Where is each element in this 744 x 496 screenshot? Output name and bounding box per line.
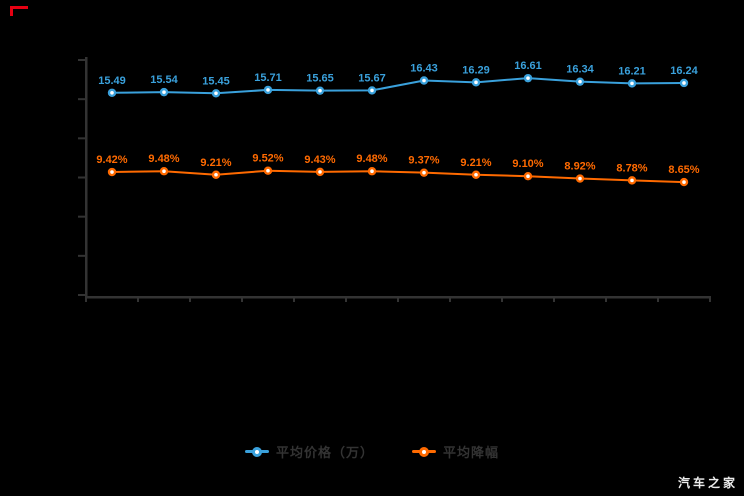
y-tick	[78, 294, 86, 296]
autohome-watermark: 汽车之家	[677, 476, 738, 490]
x-tick	[345, 297, 347, 302]
data-point-label: 16.43	[410, 62, 438, 74]
data-point-label: 9.48%	[356, 153, 387, 165]
blue-line-marker-icon	[244, 445, 269, 459]
data-point-label: 15.49	[98, 75, 126, 87]
x-tick	[241, 297, 243, 302]
data-point-label: 15.67	[358, 72, 386, 84]
y-tick	[78, 137, 86, 140]
data-point-label: 16.21	[618, 65, 646, 77]
x-tick	[293, 297, 295, 302]
x-tick	[501, 297, 503, 302]
orange-line-marker-icon	[412, 445, 436, 459]
legend-label-average-discount: 平均降幅	[443, 445, 500, 460]
data-point-label: 9.37%	[408, 155, 439, 167]
data-point-label: 9.43%	[304, 154, 335, 166]
data-point-label: 8.78%	[616, 162, 647, 174]
data-point-label: 15.45	[202, 75, 230, 87]
data-point-label: 16.24	[670, 65, 698, 77]
x-tick	[657, 297, 659, 302]
line-chart: 15.49 15.54 15.45 15.71 15.65 15.67 16.43 16.29…	[78, 57, 711, 302]
data-point-label: 9.48%	[148, 153, 179, 165]
axes	[78, 57, 711, 302]
x-tick	[709, 297, 711, 302]
data-point-label: 15.71	[254, 72, 282, 84]
data-point-label: 16.61	[514, 60, 542, 72]
data-point-label: 16.34	[566, 64, 594, 76]
data-point-label: 16.29	[462, 64, 490, 76]
x-tick	[85, 297, 87, 302]
data-point-label: 15.54	[150, 74, 178, 86]
legend-label-average-price: 平均价格（万）	[275, 445, 374, 460]
legend: 平均价格（万） 平均降幅	[0, 442, 744, 461]
data-point-label: 9.52%	[252, 153, 283, 165]
x-tick	[605, 297, 607, 302]
data-point-label: 15.65	[306, 73, 334, 85]
y-tick	[78, 59, 86, 61]
data-point-label: 9.42%	[96, 154, 127, 166]
series-average-price: 15.49 15.54 15.45 15.71 15.65 15.67 16.43 16.29…	[98, 60, 699, 98]
red-corner-mark	[10, 6, 28, 16]
y-tick	[78, 176, 86, 179]
data-point-label: 9.21%	[200, 157, 231, 169]
x-tick	[553, 297, 555, 302]
y-tick	[78, 98, 86, 101]
x-tick	[189, 297, 191, 302]
x-tick	[397, 297, 399, 302]
data-point-label: 8.65%	[668, 164, 699, 176]
legend-item-average-discount[interactable]: 平均降幅	[412, 442, 499, 461]
x-tick	[449, 297, 451, 302]
data-point-label: 8.92%	[564, 161, 595, 173]
x-tick	[137, 297, 139, 302]
data-point-label: 9.21%	[460, 157, 491, 169]
data-point-label: 9.10%	[512, 158, 543, 170]
legend-item-average-price[interactable]: 平均价格（万）	[244, 442, 374, 461]
y-tick	[78, 215, 86, 218]
series-average-discount: 9.42% 9.48% 9.21% 9.52% 9.43% 9.48% 9.37% 9.21%…	[96, 153, 700, 187]
y-tick	[78, 254, 86, 257]
